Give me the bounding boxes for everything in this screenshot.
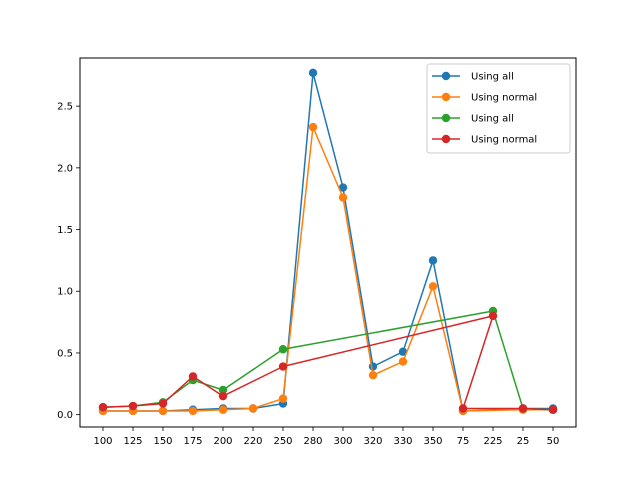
data-point (548, 405, 558, 414)
x-tick-label: 175 (183, 436, 202, 447)
data-point (158, 399, 168, 408)
data-point (158, 406, 168, 416)
data-point (248, 404, 258, 413)
series-layer (98, 68, 558, 416)
data-point (398, 357, 408, 366)
data-point (98, 403, 108, 412)
x-tick-label: 75 (457, 436, 470, 447)
x-tick-label: 350 (423, 436, 442, 447)
series-line (102, 315, 554, 411)
data-point (308, 68, 318, 78)
data-point (218, 385, 228, 395)
legend-marker (441, 134, 451, 144)
data-point (338, 193, 348, 202)
data-point (308, 122, 318, 132)
data-point (188, 372, 198, 381)
data-point (368, 362, 378, 371)
x-tick-label: 250 (273, 436, 292, 447)
x-tick-label: 320 (363, 436, 382, 447)
series-4 (98, 311, 558, 414)
data-point (518, 404, 528, 413)
x-axis: 100 125 150 175 200 220 250 280 300 320 330 350 75 22… (93, 427, 559, 447)
data-point (488, 311, 498, 321)
legend-marker (441, 92, 451, 102)
legend-label: Using normal (471, 135, 537, 146)
x-tick-label: 330 (393, 436, 412, 447)
data-point (128, 401, 138, 411)
legend-label: Using normal (471, 93, 537, 104)
legend-marker (441, 113, 451, 123)
legend-label: Using all (471, 114, 514, 125)
x-tick-label: 225 (483, 436, 502, 447)
x-tick-label: 50 (547, 436, 560, 447)
data-point (218, 405, 228, 414)
legend-label: Using all (471, 72, 514, 83)
legend: Using all Using normal Using all Using norm… (426, 63, 571, 154)
data-point (428, 282, 438, 291)
data-point (278, 345, 288, 354)
data-point (188, 406, 198, 416)
data-point (278, 394, 288, 403)
x-tick-label: 300 (333, 436, 352, 447)
y-axis: 0.0 0.5 1.0 1.5 2.0 2.5 (57, 102, 80, 421)
data-point (428, 256, 438, 265)
data-point (368, 370, 378, 380)
legend-frame (426, 63, 571, 154)
x-tick-label: 25 (517, 436, 530, 447)
y-tick-label: 0.0 (57, 410, 73, 421)
x-tick-label: 200 (213, 436, 232, 447)
y-tick-label: 0.5 (57, 348, 73, 359)
data-point (398, 347, 408, 356)
x-tick-label: 220 (243, 436, 262, 447)
x-tick-label: 100 (93, 436, 112, 447)
y-tick-label: 2.5 (57, 102, 73, 113)
x-tick-label: 125 (123, 436, 142, 447)
x-tick-label: 150 (153, 436, 172, 447)
y-tick-label: 2.0 (57, 163, 73, 174)
x-tick-label: 280 (303, 436, 322, 447)
y-tick-label: 1.5 (57, 225, 73, 236)
legend-marker (441, 71, 451, 81)
data-point (338, 183, 348, 192)
data-point (458, 404, 468, 413)
data-point (278, 362, 288, 371)
y-tick-label: 1.0 (57, 287, 73, 298)
data-point (218, 391, 228, 401)
plot-frame (79, 57, 577, 428)
